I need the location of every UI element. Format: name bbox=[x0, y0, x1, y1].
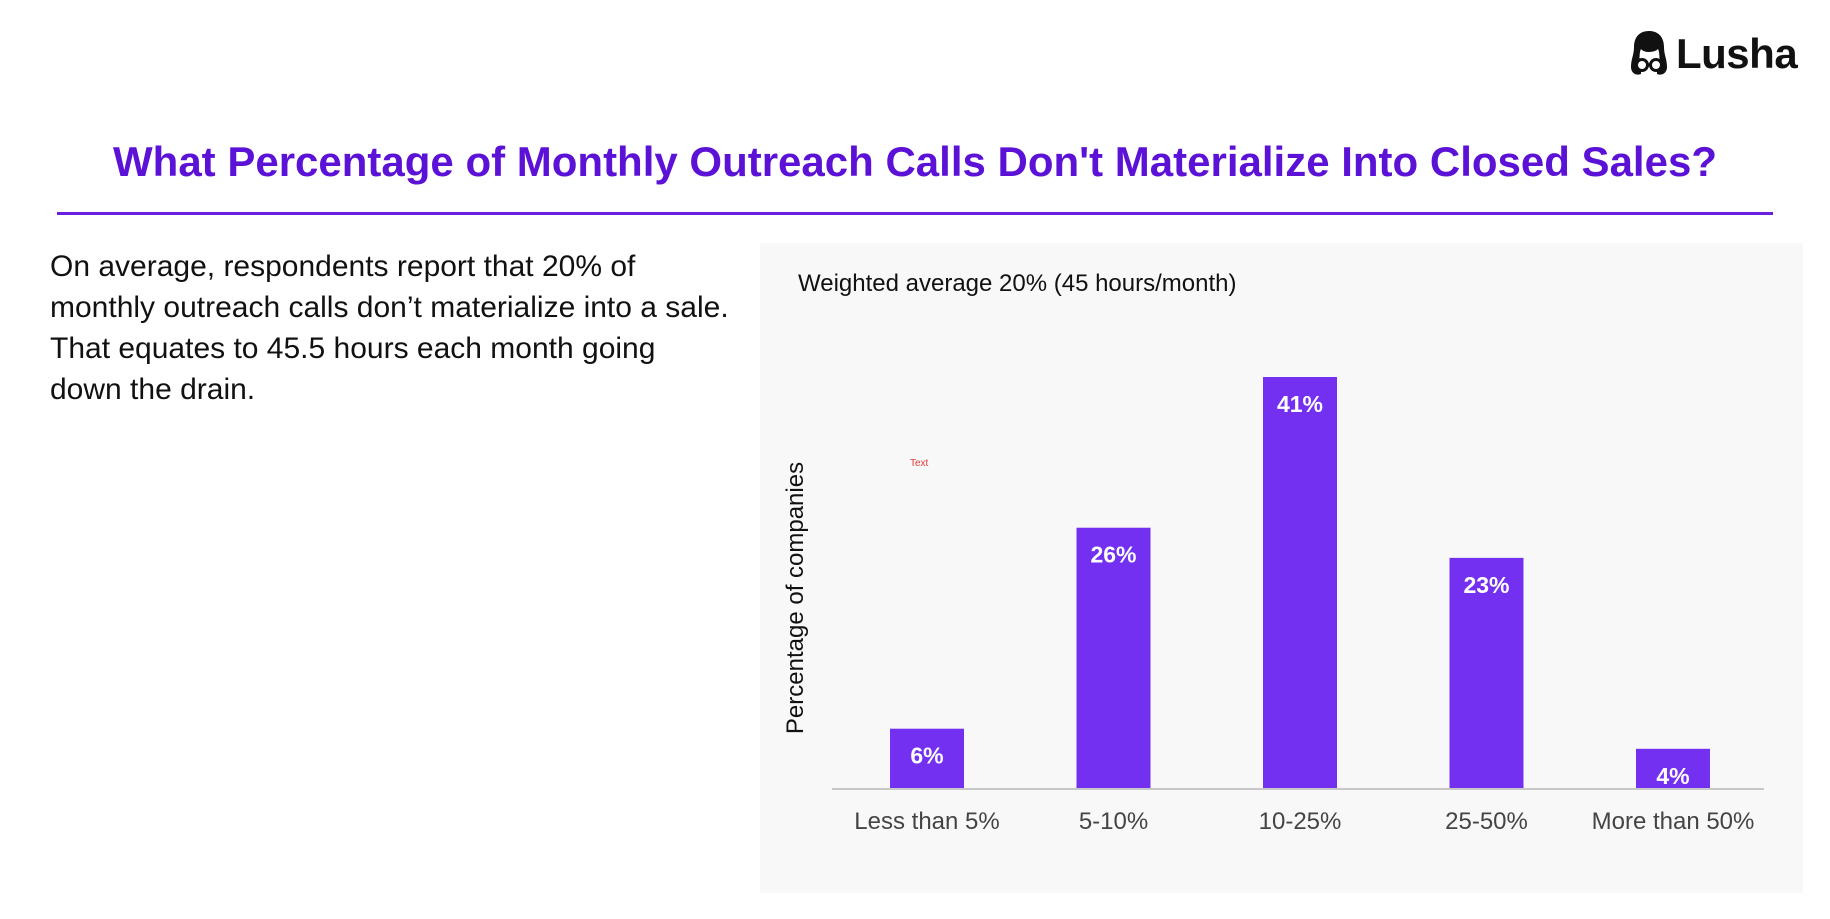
bar-value-label: 6% bbox=[910, 743, 943, 769]
y-axis-label: Percentage of companies bbox=[782, 462, 809, 734]
bar-chart: Weighted average 20% (45 hours/month) Pe… bbox=[782, 270, 1764, 835]
bar-1 bbox=[1076, 527, 1151, 789]
page-title: What Percentage of Monthly Outreach Call… bbox=[113, 138, 1717, 185]
bar-value-label: 23% bbox=[1463, 572, 1509, 598]
bar-4 bbox=[1636, 748, 1710, 789]
bar-value-label: 41% bbox=[1277, 391, 1323, 417]
bar-value-label: 26% bbox=[1090, 542, 1136, 568]
bar-0 bbox=[890, 728, 964, 789]
x-tick-label: 10-25% bbox=[1259, 808, 1342, 835]
stray-annotation: Text bbox=[910, 458, 929, 469]
chart-subtitle: Weighted average 20% (45 hours/month) bbox=[798, 270, 1236, 297]
bar-3 bbox=[1449, 557, 1524, 789]
bar-value-label: 4% bbox=[1656, 763, 1689, 789]
chart-panel: Weighted average 20% (45 hours/month) Pe… bbox=[760, 243, 1803, 893]
title-divider bbox=[57, 212, 1773, 215]
x-tick-label: Less than 5% bbox=[854, 808, 999, 835]
summary-text: On average, respondents report that 20% … bbox=[50, 250, 729, 406]
x-tick-label: 25-50% bbox=[1445, 808, 1528, 835]
bar-2 bbox=[1263, 377, 1337, 789]
brand-name: Lusha bbox=[1676, 30, 1798, 77]
x-tick-label: More than 50% bbox=[1592, 808, 1755, 835]
brand-logo: Lusha bbox=[1628, 28, 1798, 80]
lusha-avatar-icon bbox=[1631, 31, 1667, 75]
x-tick-label: 5-10% bbox=[1079, 808, 1148, 835]
